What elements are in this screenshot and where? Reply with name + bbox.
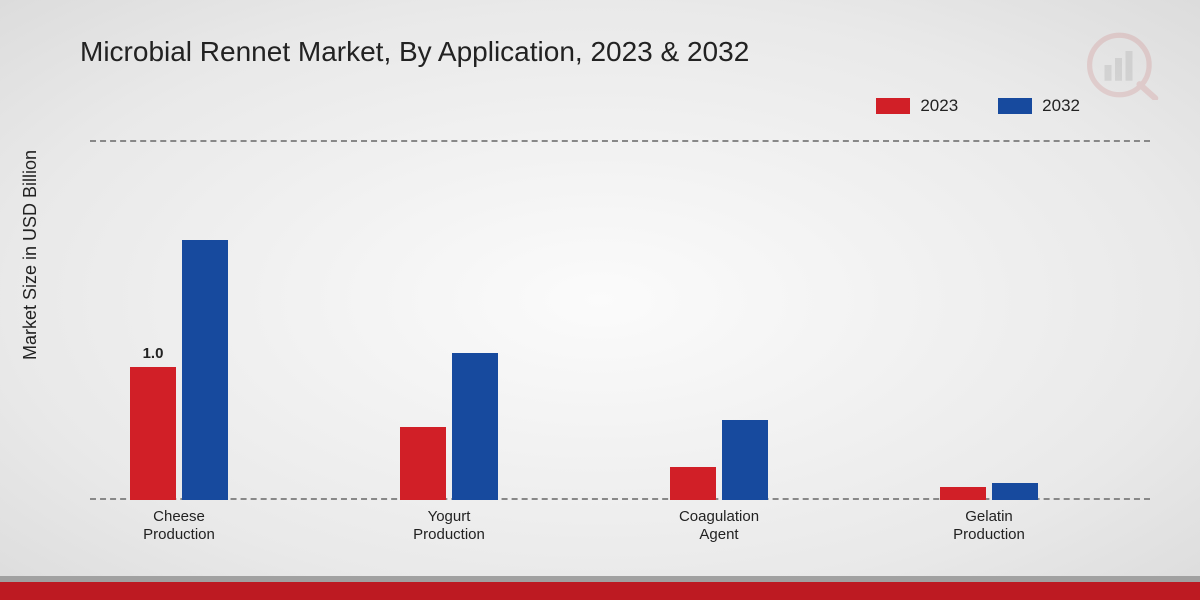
bar xyxy=(670,467,716,500)
bar-group: 1.0 xyxy=(130,240,228,500)
bar xyxy=(182,240,228,500)
legend-swatch-2023 xyxy=(876,98,910,114)
bar: 1.0 xyxy=(130,367,176,500)
legend-label-2023: 2023 xyxy=(920,96,958,116)
bar-group xyxy=(670,420,768,500)
plot-area: 1.0 xyxy=(90,140,1150,500)
x-tick-label: GelatinProduction xyxy=(909,508,1069,544)
bar xyxy=(400,427,446,500)
bar-value-label: 1.0 xyxy=(143,345,164,362)
x-axis-labels: CheeseProduction YogurtProduction Coagulat… xyxy=(90,502,1150,552)
bar-group xyxy=(940,483,1038,500)
y-axis-label: Market Size in USD Billion xyxy=(20,150,41,360)
legend: 2023 2032 xyxy=(876,96,1080,116)
legend-label-2032: 2032 xyxy=(1042,96,1080,116)
x-tick-label: CoagulationAgent xyxy=(639,508,799,544)
legend-swatch-2032 xyxy=(998,98,1032,114)
legend-item-2023: 2023 xyxy=(876,96,958,116)
bar xyxy=(452,353,498,500)
watermark-logo-icon xyxy=(1070,30,1160,100)
bar-group xyxy=(400,353,498,500)
bar xyxy=(722,420,768,500)
x-tick-label: YogurtProduction xyxy=(369,508,529,544)
gridline-top xyxy=(90,140,1150,142)
bar xyxy=(992,483,1038,500)
x-tick-label: CheeseProduction xyxy=(99,508,259,544)
footer-bar xyxy=(0,582,1200,600)
legend-item-2032: 2032 xyxy=(998,96,1080,116)
bar xyxy=(940,487,986,500)
chart-title: Microbial Rennet Market, By Application,… xyxy=(80,36,749,68)
chart-page: Microbial Rennet Market, By Application,… xyxy=(0,0,1200,600)
